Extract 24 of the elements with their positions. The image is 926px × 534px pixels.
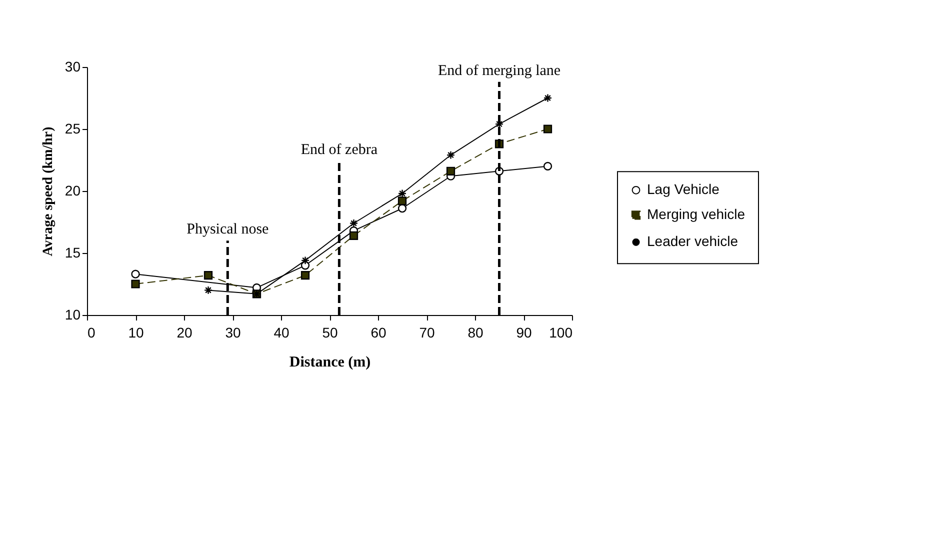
- x-tick-label: 20: [176, 324, 192, 340]
- x-tick-label: 100: [549, 324, 573, 340]
- x-tick-label: 60: [370, 324, 386, 340]
- y-tick-label: 15: [64, 244, 81, 260]
- ref-line-label: End of zebra: [300, 142, 378, 158]
- ref-line-label: Physical nose: [186, 222, 270, 238]
- x-tick-label: 70: [419, 324, 435, 340]
- x-tick-label: 90: [516, 324, 532, 340]
- y-tick-label: 10: [64, 306, 81, 322]
- ref-line-label: End of merging lane: [438, 62, 561, 79]
- legend-label: Leader vehicle: [647, 233, 738, 250]
- y-tick-label: 25: [64, 120, 81, 136]
- x-tick-label: 10: [128, 324, 144, 340]
- x-tick-label: 80: [468, 324, 484, 340]
- x-tick-label: 0: [88, 324, 96, 340]
- y-tick-label: 20: [64, 182, 81, 198]
- x-tick-label: 50: [322, 324, 338, 340]
- x-tick-label: 30: [225, 324, 241, 340]
- x-tick-label: 40: [274, 324, 290, 340]
- legend-label: Merging vehicle: [647, 206, 746, 222]
- legend-label: Lag Vehicle: [647, 181, 720, 198]
- y-tick-label: 30: [64, 58, 81, 74]
- x-axis-title: Distance (m): [289, 354, 371, 370]
- y-axis-title: Avrage speed (km/hr): [40, 126, 56, 256]
